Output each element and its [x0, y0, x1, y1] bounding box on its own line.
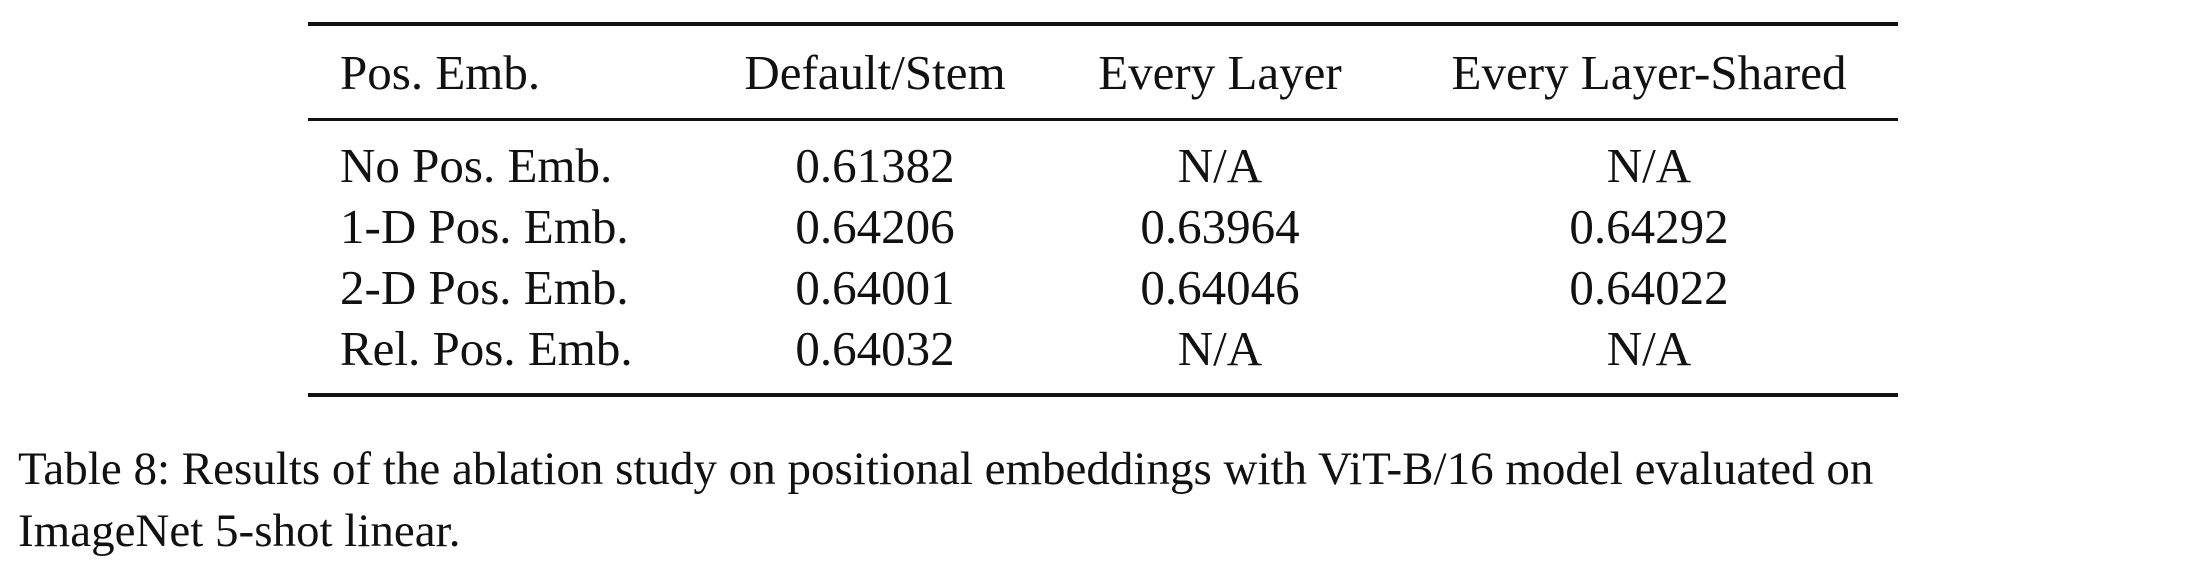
header-default-stem: Default/Stem — [744, 44, 1006, 100]
cell-value: N/A — [1606, 138, 1692, 193]
header-every-layer: Every Layer — [1098, 44, 1342, 100]
cell-value: 0.61382 — [795, 138, 955, 193]
results-table: Pos. Emb. Default/Stem Every Layer Every… — [308, 22, 1898, 397]
cell-value: 0.63964 — [1140, 199, 1300, 254]
table-row: Rel. Pos. Emb. 0.64032 N/A N/A — [308, 318, 1898, 395]
row-label: Rel. Pos. Emb. — [340, 321, 633, 376]
cell-value: 0.64206 — [795, 199, 955, 254]
cell-value: N/A — [1177, 321, 1263, 376]
cell-value: N/A — [1177, 138, 1263, 193]
row-label: 1-D Pos. Emb. — [340, 199, 629, 254]
caption-line-1: Table 8: Results of the ablation study o… — [18, 443, 1874, 495]
table-row: 1-D Pos. Emb. 0.64206 0.63964 0.64292 — [308, 196, 1898, 257]
caption-line-2: ImageNet 5-shot linear. — [18, 505, 461, 557]
header-pos-emb: Pos. Emb. — [340, 44, 541, 100]
row-label: 2-D Pos. Emb. — [340, 260, 629, 315]
results-table-container: Pos. Emb. Default/Stem Every Layer Every… — [308, 22, 1898, 397]
header-every-layer-shared: Every Layer-Shared — [1451, 44, 1847, 100]
cell-value: 0.64032 — [795, 321, 955, 376]
cell-value: 0.64292 — [1569, 199, 1729, 254]
table-row: No Pos. Emb. 0.61382 N/A N/A — [308, 120, 1898, 197]
row-label: No Pos. Emb. — [340, 138, 613, 193]
cell-value: 0.64046 — [1140, 260, 1300, 315]
cell-value: 0.64001 — [795, 260, 955, 315]
cell-value: 0.64022 — [1569, 260, 1729, 315]
cell-value: N/A — [1606, 321, 1692, 376]
table-row: 2-D Pos. Emb. 0.64001 0.64046 0.64022 — [308, 257, 1898, 318]
table-caption: Table 8: Results of the ablation study o… — [18, 438, 2188, 562]
table-header-row: Pos. Emb. Default/Stem Every Layer Every… — [308, 24, 1898, 120]
